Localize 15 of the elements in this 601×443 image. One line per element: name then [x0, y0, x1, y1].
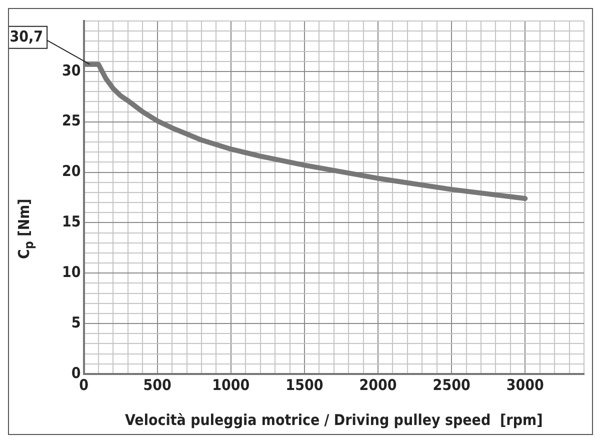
- y-tick-label: 30: [62, 61, 81, 80]
- x-tick-label: 2000: [359, 376, 397, 394]
- x-tick-label: 3000: [506, 376, 544, 394]
- x-tick-label: 500: [143, 376, 172, 394]
- y-tick-label: 20: [62, 162, 81, 180]
- x-tick-label: 2500: [432, 376, 470, 394]
- x-tick-label: 1000: [212, 376, 250, 394]
- y-tick-label: 5: [71, 313, 81, 332]
- annotation: 30,7: [10, 27, 44, 46]
- y-tick-label: 25: [62, 112, 81, 130]
- y-tick-label: 0: [71, 364, 81, 382]
- y-tick-label: 10: [62, 263, 81, 282]
- y-tick-label: 15: [62, 212, 81, 231]
- x-axis-title: Velocità puleggia motrice / Driving pulley speed [rpm]: [125, 410, 543, 429]
- x-tick-label: 1500: [286, 376, 324, 394]
